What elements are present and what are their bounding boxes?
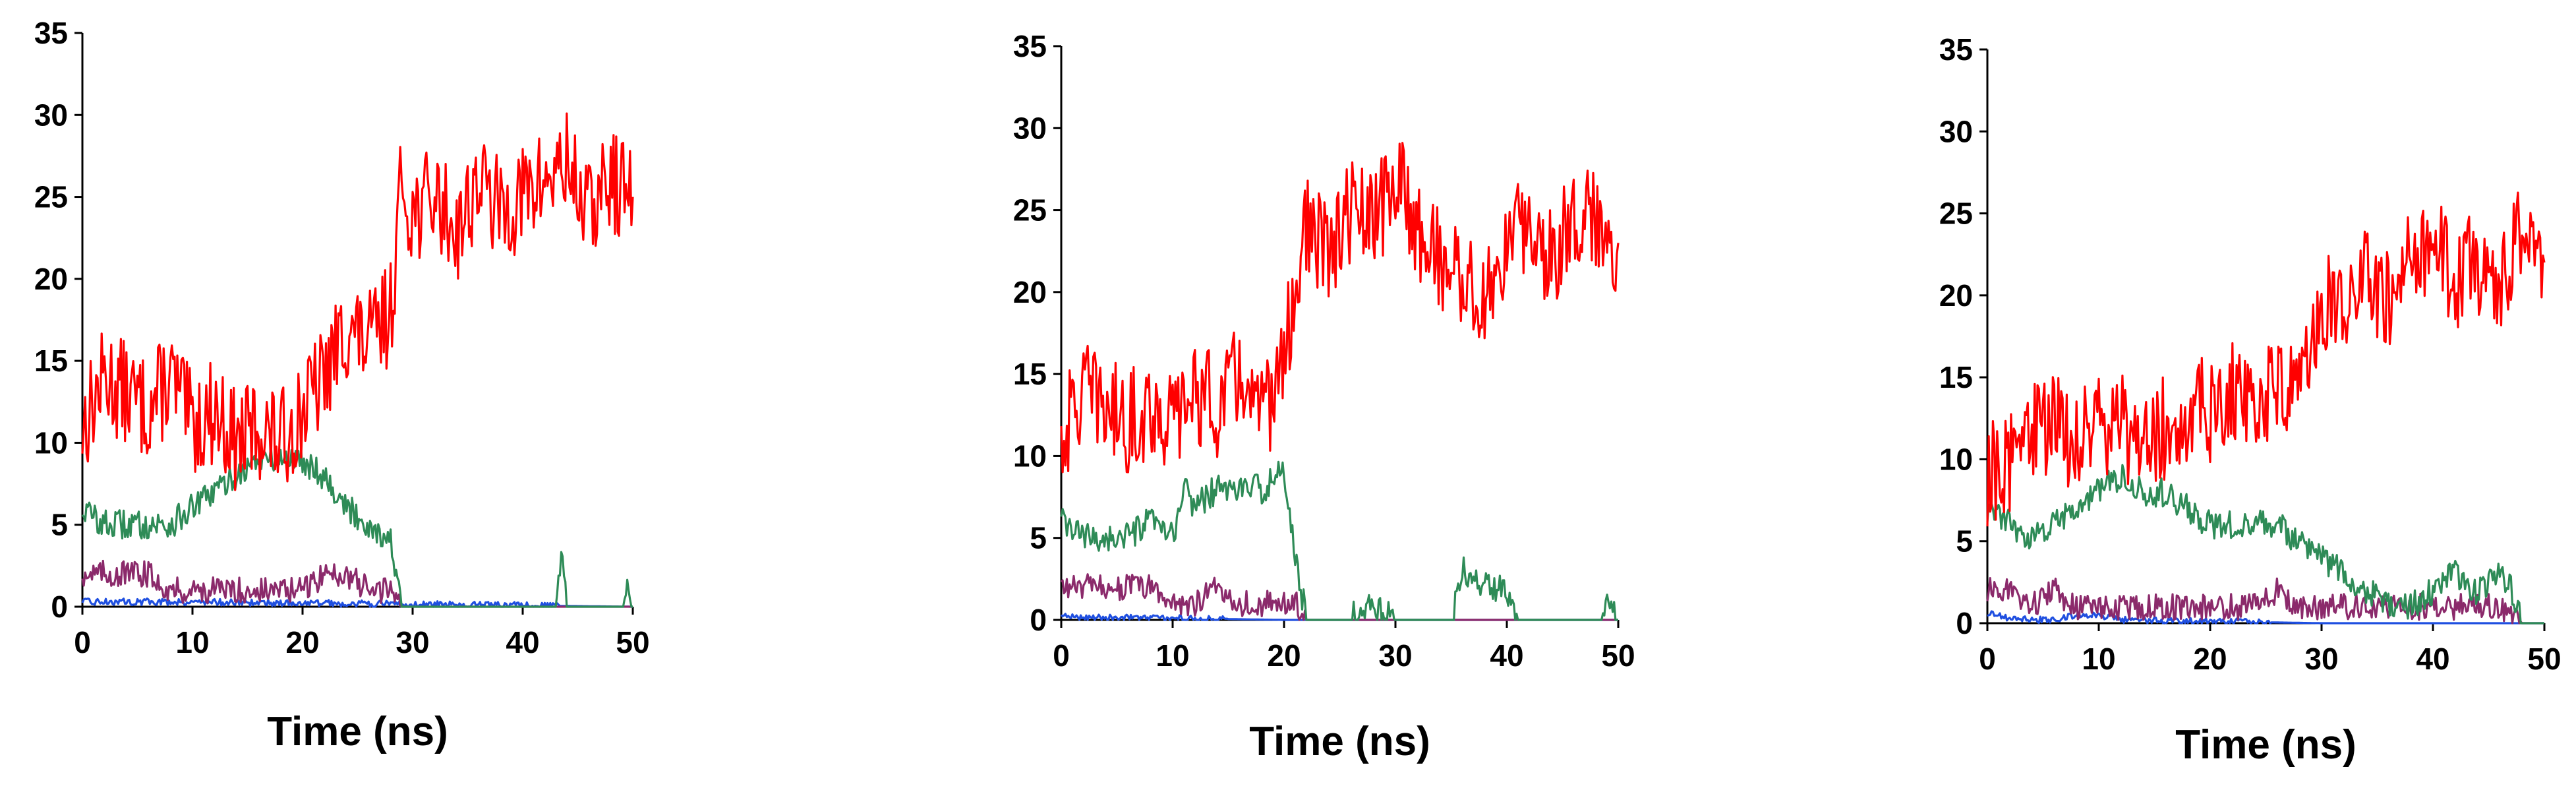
x-axis-title: Time (ns) bbox=[1249, 719, 1430, 764]
x-tick-label: 40 bbox=[1490, 638, 1523, 673]
y-tick-label: 5 bbox=[1030, 521, 1047, 555]
y-tick-label: 35 bbox=[1013, 29, 1047, 63]
x-tick-label: 10 bbox=[2082, 642, 2115, 676]
y-tick-label: 5 bbox=[51, 508, 68, 542]
y-tick-label: 10 bbox=[1939, 442, 1973, 476]
y-tick-label: 30 bbox=[34, 98, 68, 132]
y-tick-label: 25 bbox=[1939, 197, 1973, 231]
series-line-2 bbox=[1060, 460, 1618, 621]
series-line-3 bbox=[1986, 577, 2544, 625]
series-line-1 bbox=[1060, 142, 1620, 473]
x-tick-label: 50 bbox=[616, 625, 649, 659]
series-line-2 bbox=[81, 444, 633, 608]
series-line-3 bbox=[1060, 573, 1618, 621]
chart-panel-3: 0 5 10 15 20 25 30 35 0 10 20 30 40 50 Time (ns) bbox=[1939, 32, 2561, 768]
y-tick-label: 25 bbox=[1013, 193, 1047, 228]
y-tick-label: 10 bbox=[34, 425, 68, 460]
y-tick-label: 20 bbox=[1013, 275, 1047, 309]
x-tick-label: 40 bbox=[2416, 642, 2449, 676]
x-tick-label: 30 bbox=[2304, 642, 2338, 676]
y-tick-label: 0 bbox=[1030, 603, 1047, 637]
y-tick-label: 20 bbox=[1939, 278, 1973, 313]
x-tick-label: 10 bbox=[1156, 638, 1189, 673]
y-tick-label: 25 bbox=[34, 180, 68, 214]
y-tick-label: 10 bbox=[1013, 439, 1047, 473]
x-tick-label: 0 bbox=[74, 625, 91, 659]
x-tick-label: 50 bbox=[1601, 638, 1635, 673]
x-tick-label: 20 bbox=[1267, 638, 1301, 673]
x-tick-label: 40 bbox=[506, 625, 539, 659]
series-line-1 bbox=[1986, 191, 2546, 527]
y-tick-label: 35 bbox=[34, 16, 68, 50]
y-tick-label: 5 bbox=[1956, 524, 1973, 559]
chart-panel-2: 0 5 10 15 20 25 30 35 0 10 20 30 40 50 Time (ns) bbox=[1013, 29, 1635, 764]
y-tick-label: 35 bbox=[1939, 32, 1973, 67]
y-tick-label: 15 bbox=[1939, 360, 1973, 394]
chart-panel-1: 0 5 10 15 20 25 30 35 0 10 20 30 40 50 Time (ns) bbox=[34, 16, 650, 754]
y-tick-label: 15 bbox=[1013, 357, 1047, 391]
y-tick-label: 15 bbox=[34, 344, 68, 378]
x-tick-label: 10 bbox=[175, 625, 209, 659]
x-axis-title: Time (ns) bbox=[267, 709, 448, 754]
x-tick-label: 0 bbox=[1053, 638, 1070, 673]
x-axis-title: Time (ns) bbox=[2175, 722, 2356, 768]
x-tick-label: 30 bbox=[1378, 638, 1412, 673]
x-tick-label: 50 bbox=[2527, 642, 2561, 676]
y-tick-label: 20 bbox=[34, 262, 68, 296]
x-tick-label: 0 bbox=[1979, 642, 1996, 676]
x-tick-label: 20 bbox=[285, 625, 319, 659]
x-tick-label: 20 bbox=[2193, 642, 2227, 676]
y-tick-label: 0 bbox=[51, 590, 68, 624]
series-line-4 bbox=[81, 597, 633, 608]
y-tick-label: 0 bbox=[1956, 606, 1973, 640]
x-tick-label: 30 bbox=[395, 625, 429, 659]
y-tick-label: 30 bbox=[1939, 114, 1973, 148]
series-line-1 bbox=[81, 112, 634, 491]
y-tick-label: 30 bbox=[1013, 111, 1047, 145]
series-line-2 bbox=[1986, 464, 2544, 625]
